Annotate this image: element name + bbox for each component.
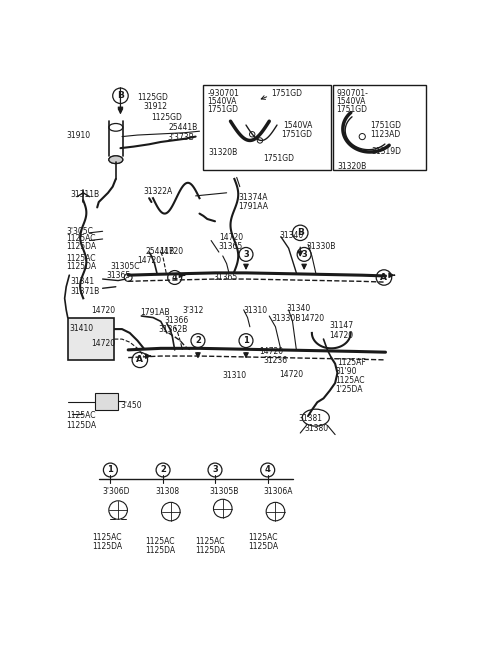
Text: 1125GD: 1125GD xyxy=(137,93,168,102)
Text: 1751GD: 1751GD xyxy=(271,89,302,98)
Text: 31147: 31147 xyxy=(330,321,354,330)
Text: 1125DA: 1125DA xyxy=(66,242,96,251)
Text: 4: 4 xyxy=(265,466,271,474)
Text: 31322A: 31322A xyxy=(144,187,173,196)
Text: A: A xyxy=(136,355,144,365)
Text: A: A xyxy=(381,273,387,282)
Text: 31371B: 31371B xyxy=(71,286,100,296)
Text: 1'25DA: 1'25DA xyxy=(335,384,362,394)
Text: 3'305C: 3'305C xyxy=(66,227,93,236)
Text: -930701: -930701 xyxy=(207,89,239,98)
Text: 1125DA: 1125DA xyxy=(145,546,175,555)
Text: 1125AC: 1125AC xyxy=(248,533,278,542)
Text: 31362B: 31362B xyxy=(158,325,188,334)
Text: 1: 1 xyxy=(243,336,249,345)
Text: 1125AC: 1125AC xyxy=(335,376,365,385)
Text: B: B xyxy=(297,229,304,237)
Text: 1751GD: 1751GD xyxy=(281,131,312,139)
Bar xyxy=(95,393,118,410)
Text: 3: 3 xyxy=(212,466,218,474)
Text: 14720: 14720 xyxy=(137,256,162,265)
Text: 31365: 31365 xyxy=(214,273,238,282)
Text: 31305B: 31305B xyxy=(210,487,239,496)
Text: 4: 4 xyxy=(172,273,178,282)
Text: 31330B: 31330B xyxy=(306,242,336,251)
Text: 2: 2 xyxy=(195,336,201,345)
Text: 31381: 31381 xyxy=(299,414,323,423)
Text: 1125AC: 1125AC xyxy=(93,533,122,542)
Text: 3: 3 xyxy=(301,250,307,259)
Text: 1125AC: 1125AC xyxy=(66,411,96,420)
Text: 31340: 31340 xyxy=(286,304,311,313)
Text: 1791AB: 1791AB xyxy=(140,308,169,317)
Text: 1751GD: 1751GD xyxy=(370,121,401,130)
Text: 1123AD: 1123AD xyxy=(370,131,400,139)
Text: 25441B: 25441B xyxy=(145,246,175,256)
Text: 1125GD: 1125GD xyxy=(152,114,182,122)
Text: 31310: 31310 xyxy=(223,371,247,380)
Text: 3'373B: 3'373B xyxy=(167,133,194,142)
Text: 1125DA: 1125DA xyxy=(248,543,278,551)
Text: 14720: 14720 xyxy=(219,233,243,242)
Text: 31365: 31365 xyxy=(107,271,131,281)
Text: 1125AC: 1125AC xyxy=(66,254,96,263)
Text: 31365: 31365 xyxy=(219,242,243,251)
Bar xyxy=(204,85,331,170)
Text: 14720: 14720 xyxy=(259,347,283,356)
Text: 930701-: 930701- xyxy=(336,89,369,98)
Text: 1125DA: 1125DA xyxy=(196,546,226,555)
Text: 14720: 14720 xyxy=(91,339,115,348)
Text: 1791AA: 1791AA xyxy=(238,202,268,211)
Bar xyxy=(333,85,426,170)
Text: 31410: 31410 xyxy=(69,324,94,332)
Text: 31330B: 31330B xyxy=(272,313,301,323)
Text: 31320B: 31320B xyxy=(337,162,367,171)
Text: 3'312: 3'312 xyxy=(182,306,204,315)
Text: 1540VA: 1540VA xyxy=(283,121,312,130)
Text: 3: 3 xyxy=(243,250,249,259)
Text: 3'450: 3'450 xyxy=(120,401,142,410)
Text: 31341: 31341 xyxy=(71,277,95,286)
Text: 31912: 31912 xyxy=(144,102,168,111)
Text: 1125DA: 1125DA xyxy=(66,420,96,430)
Text: 14720: 14720 xyxy=(330,331,354,340)
Text: 31340: 31340 xyxy=(279,231,303,240)
Text: 31'90: 31'90 xyxy=(335,367,357,376)
Text: 31374A: 31374A xyxy=(238,193,268,202)
Text: 1540VA: 1540VA xyxy=(336,97,366,106)
Ellipse shape xyxy=(109,156,123,164)
Text: 14720: 14720 xyxy=(279,370,303,379)
Text: 1125AF: 1125AF xyxy=(337,357,366,367)
Text: 31320B: 31320B xyxy=(209,148,238,157)
Text: 31311B: 31311B xyxy=(71,191,100,200)
Text: 1751GD: 1751GD xyxy=(207,105,238,114)
Bar xyxy=(68,317,114,360)
Text: 14720: 14720 xyxy=(300,313,324,323)
Text: 1751GD: 1751GD xyxy=(263,154,294,164)
Text: 2: 2 xyxy=(160,466,166,474)
Text: 31366: 31366 xyxy=(165,316,189,325)
Text: 1125DA: 1125DA xyxy=(66,262,96,271)
Text: 31380: 31380 xyxy=(304,424,328,433)
Text: 14720: 14720 xyxy=(91,306,115,315)
Text: 31305C: 31305C xyxy=(110,262,140,271)
Text: 31236: 31236 xyxy=(263,356,287,365)
Text: 31306A: 31306A xyxy=(264,487,293,496)
Text: 31310: 31310 xyxy=(244,306,268,315)
Text: 1125AC: 1125AC xyxy=(66,235,96,243)
Text: 1751GD: 1751GD xyxy=(336,105,368,114)
Text: 1540VA: 1540VA xyxy=(207,97,237,106)
Text: 25441B: 25441B xyxy=(168,124,198,133)
Text: 3'306D: 3'306D xyxy=(103,487,130,496)
Text: 1125DA: 1125DA xyxy=(93,543,123,551)
Text: 31308: 31308 xyxy=(156,487,180,496)
Text: 31910: 31910 xyxy=(66,131,90,140)
Text: B: B xyxy=(117,91,124,101)
Text: 1125AC: 1125AC xyxy=(145,537,175,546)
Text: 1: 1 xyxy=(108,466,113,474)
Text: 1125AC: 1125AC xyxy=(196,537,225,546)
Text: 31319D: 31319D xyxy=(372,147,402,156)
Text: 14720: 14720 xyxy=(159,246,183,256)
